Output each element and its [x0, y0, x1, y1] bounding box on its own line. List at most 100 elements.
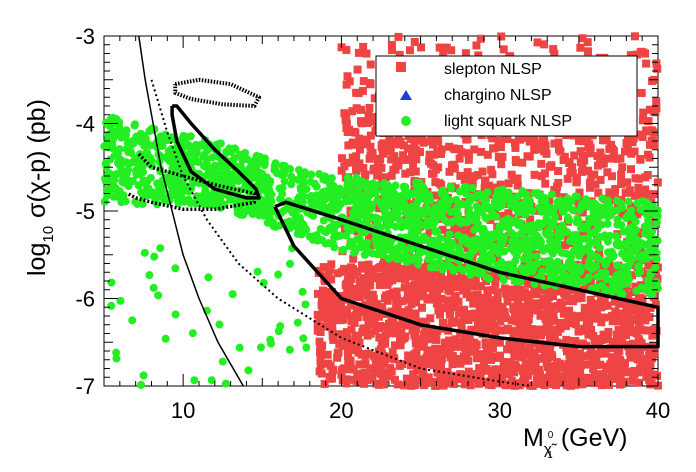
light-squark-point — [652, 278, 661, 287]
light-squark-point — [428, 221, 437, 230]
slepton-point — [630, 302, 639, 311]
slepton-point — [368, 117, 377, 126]
light-squark-point — [500, 247, 509, 256]
slepton-point — [335, 339, 344, 348]
slepton-point — [485, 296, 494, 305]
light-squark-point — [474, 242, 483, 251]
legend-marker-slepton — [396, 62, 406, 72]
slepton-point — [471, 375, 480, 384]
slepton-point — [520, 259, 529, 268]
light-squark-point — [652, 254, 661, 263]
slepton-point — [587, 171, 596, 180]
light-squark-point — [384, 181, 393, 190]
slepton-point — [506, 285, 515, 294]
slepton-point — [563, 174, 572, 183]
light-squark-point — [274, 270, 283, 279]
slepton-point — [343, 72, 352, 81]
slepton-point — [503, 134, 512, 143]
slepton-point — [650, 141, 659, 150]
slepton-point — [546, 326, 555, 335]
slepton-point — [403, 144, 412, 153]
slepton-point — [421, 331, 430, 340]
slepton-point — [541, 325, 550, 334]
slepton-point — [361, 358, 370, 367]
slepton-point — [421, 280, 430, 289]
slepton-point — [614, 317, 623, 326]
slepton-point — [343, 310, 352, 319]
light-squark-point — [503, 190, 512, 199]
light-squark-point — [186, 199, 195, 208]
slepton-point — [358, 86, 367, 95]
light-squark-point — [255, 211, 264, 220]
light-squark-point — [431, 205, 440, 214]
light-squark-point — [595, 243, 604, 252]
slepton-point — [402, 311, 411, 320]
slepton-point — [359, 77, 368, 86]
light-squark-point — [522, 205, 531, 214]
slepton-point — [381, 355, 390, 364]
slepton-point — [511, 143, 520, 152]
slepton-point — [494, 136, 503, 145]
slepton-point — [472, 41, 481, 50]
light-squark-point — [628, 247, 637, 256]
slepton-point — [639, 48, 648, 57]
slepton-point — [425, 334, 434, 343]
slepton-point — [652, 104, 661, 113]
slepton-point — [518, 158, 527, 167]
light-squark-point — [339, 245, 348, 254]
slepton-point — [607, 355, 616, 364]
slepton-point — [357, 261, 366, 270]
slepton-point — [530, 132, 539, 141]
contour-layer — [126, 35, 660, 387]
slepton-point — [580, 360, 589, 369]
slepton-point — [587, 349, 596, 358]
light-squark-point — [592, 252, 601, 261]
slepton-point — [507, 376, 516, 385]
slepton-point — [488, 318, 497, 327]
slepton-point — [544, 341, 553, 350]
slepton-point — [488, 372, 497, 381]
light-squark-point — [294, 175, 303, 184]
light-squark-point — [285, 217, 294, 226]
slepton-point — [532, 206, 541, 215]
slepton-point — [557, 361, 566, 370]
light-squark-point — [345, 242, 354, 251]
slepton-point — [437, 145, 446, 154]
slepton-point — [324, 270, 333, 279]
light-squark-point — [437, 187, 446, 196]
slepton-point — [408, 269, 417, 278]
slepton-point — [350, 312, 359, 321]
slepton-point — [352, 166, 361, 175]
slepton-point — [623, 178, 632, 187]
slepton-point — [461, 49, 470, 58]
slepton-point — [386, 147, 395, 156]
slepton-point — [394, 134, 403, 143]
light-squark-point — [156, 244, 165, 253]
light-squark-point — [203, 162, 212, 171]
light-squark-point — [203, 200, 212, 209]
slepton-point — [561, 241, 570, 250]
slepton-point — [385, 132, 394, 141]
slepton-point — [426, 159, 435, 168]
slepton-point — [510, 368, 519, 377]
light-squark-point — [545, 256, 554, 265]
slepton-point — [348, 107, 357, 116]
slepton-point — [648, 76, 657, 85]
slepton-point — [599, 371, 608, 380]
contour-mid-dotted — [126, 152, 257, 212]
slepton-point — [593, 152, 602, 161]
light-squark-point — [237, 206, 246, 215]
slepton-point — [447, 318, 456, 327]
light-squark-point — [147, 188, 156, 197]
slepton-point — [431, 191, 440, 200]
legend-label-light-squark: light squark NLSP — [444, 113, 572, 130]
slepton-point — [501, 314, 510, 323]
light-squark-point — [221, 379, 230, 388]
slepton-point — [583, 47, 592, 56]
slepton-point — [360, 288, 369, 297]
light-squark-point — [149, 283, 158, 292]
light-squark-point — [456, 247, 465, 256]
slepton-point — [471, 275, 480, 284]
slepton-point — [492, 255, 501, 264]
